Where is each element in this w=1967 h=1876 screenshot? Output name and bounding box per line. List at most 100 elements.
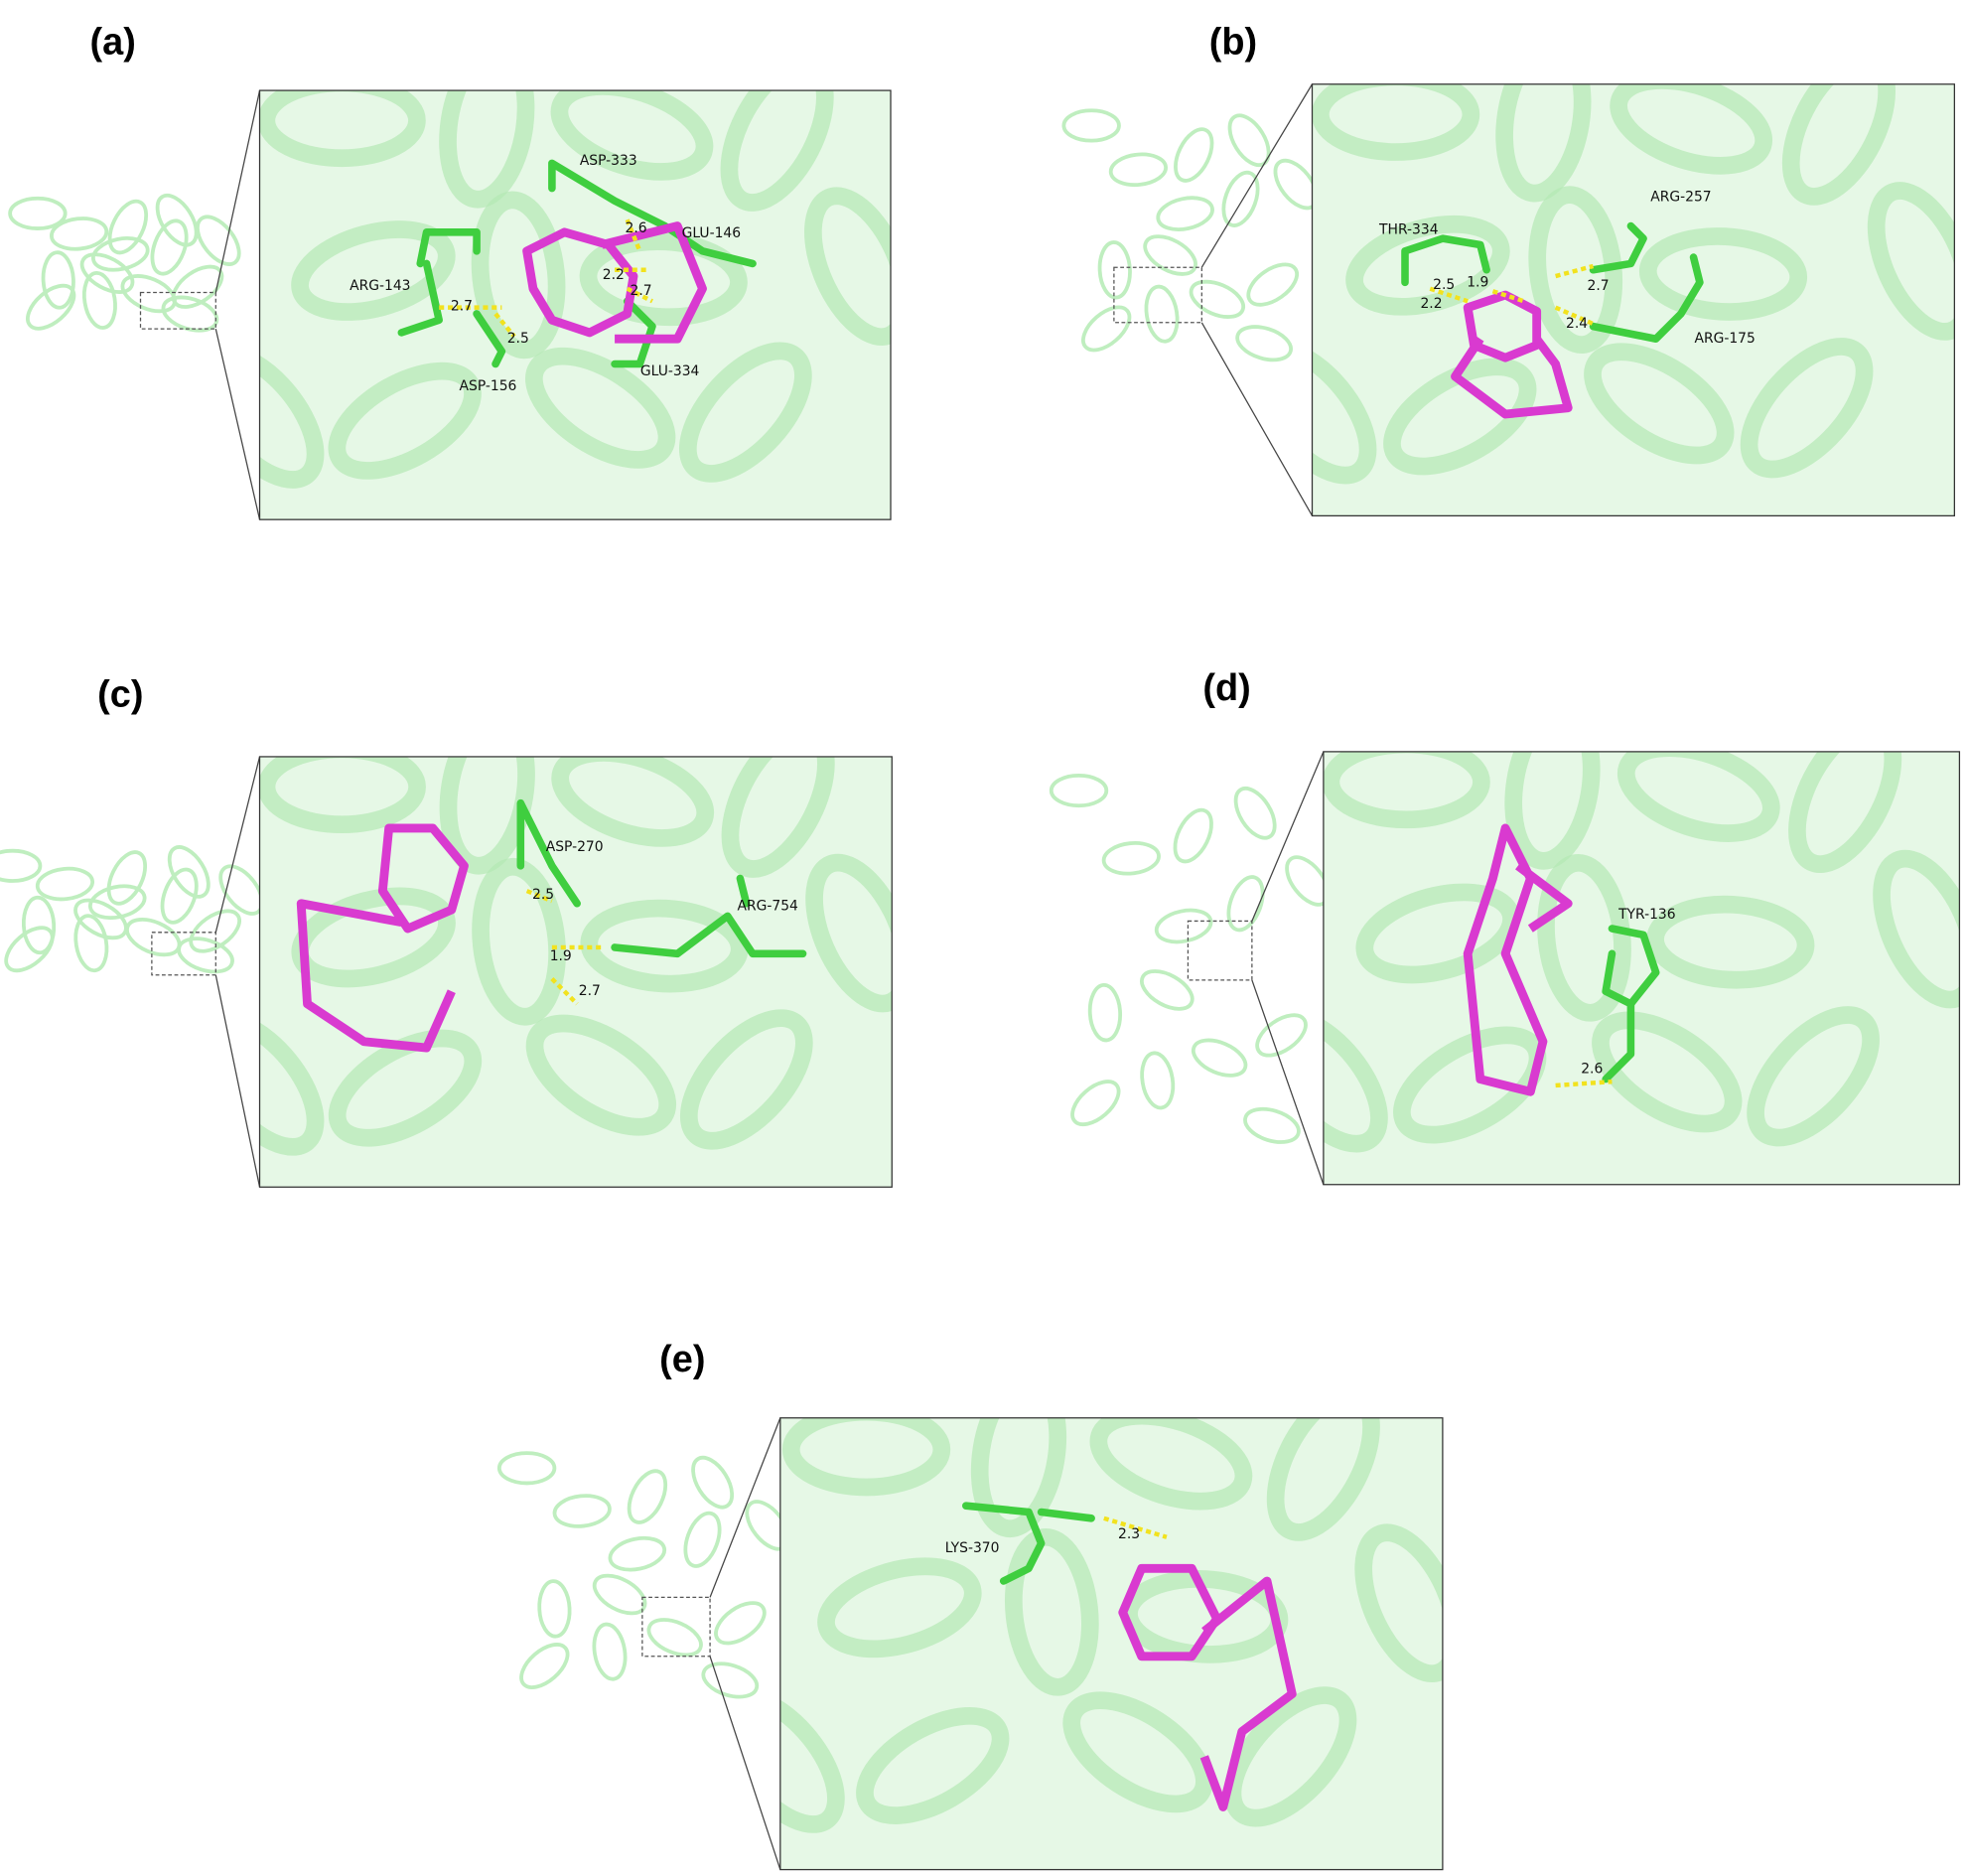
protein-overview [1154,908,1213,944]
residue-stick [548,159,757,268]
residue-stick [611,297,656,368]
protein-cartoon [720,90,834,212]
residue-stick [1401,234,1490,287]
protein-overview [41,250,75,310]
protein-cartoon [328,361,482,480]
protein-overview [1235,325,1293,362]
panel-label: (b) [1209,21,1257,63]
hydrogen-bond [1103,1515,1168,1539]
protein-cartoon [805,853,893,1013]
hydrogen-bond [525,889,553,904]
protein-overview [1140,969,1194,1011]
zoom-frame [258,89,892,520]
distance-label: 2.7 [1588,278,1610,294]
protein-cartoon [721,756,835,878]
protein-cartoon [259,1011,325,1156]
panel: (a) ASP-333 GLU-146 ARG-143 ASP-156 GLU-334 2.… [8,21,892,520]
panel-label: (d) [1202,667,1250,709]
ligand-stick [1118,1563,1221,1661]
protein-overview [1191,1038,1248,1078]
zoom-region [1113,266,1202,324]
protein-overview [1097,240,1132,300]
hydrogen-bond [493,312,516,339]
distance-label: 1.9 [1467,274,1488,290]
zoom-connector [1251,979,1325,1185]
residue-stick [1037,1508,1095,1522]
protein-cartoon [1062,1691,1213,1813]
protein-overview [125,918,182,957]
protein-cartoon [259,756,426,834]
residue-label: LYS-370 [945,1540,1000,1556]
zoom-region [151,932,216,976]
ligand-stick [601,221,707,344]
protein-cartoon [1354,1523,1443,1683]
zoom-connector [214,328,261,520]
protein-overview [26,283,76,331]
residue-label: ASP-156 [460,378,517,394]
protein-cartoon [1345,215,1510,316]
protein-overview [691,1455,735,1510]
protein-overview [73,898,128,940]
distance-label: 2.3 [1118,1526,1140,1542]
zoom-view [1323,751,1960,1185]
protein-overview [50,216,109,251]
protein-overview [4,926,55,973]
protein-cartoon [579,232,748,327]
protein-cartoon [1504,751,1601,870]
residue-stick [516,798,581,908]
protein-overview [189,909,241,953]
protein-overview [106,850,148,906]
zoom-region [139,291,216,330]
zoom-frame [1323,751,1961,1186]
protein-cartoon [525,1014,677,1136]
protein-cartoon [1788,751,1902,874]
residue-label: THR-334 [1378,221,1439,237]
protein-cartoon [1592,1011,1743,1133]
protein-cartoon [1383,358,1537,476]
panel-label: (a) [90,21,136,63]
panel: (d) TYR-136 2.6 [1049,667,1961,1186]
protein-overview [0,848,43,883]
protein-overview [1140,1051,1176,1110]
protein-overview [1173,807,1213,864]
hydrogen-bond [1555,263,1595,279]
hydrogen-bond [1429,286,1469,304]
residue-stick [611,912,807,958]
residue-stick [1602,925,1660,1008]
panel: (b) THR-334 ARG-257 ARG-175 2.5 1.9 2.2 2.7 2.4 [1061,21,1955,516]
protein-overview [1255,1013,1308,1058]
residue-label: GLU-146 [682,225,741,241]
protein-cartoon [259,345,325,489]
distance-label: 2.5 [532,887,554,903]
protein-overview [1246,262,1299,307]
zoom-view [259,756,893,1188]
protein-overview [1143,234,1197,276]
protein-cartoon [1312,340,1377,485]
protein-cartoon [291,220,456,321]
zoom-connector [214,89,261,293]
protein-overview [1070,1080,1121,1127]
protein-cartoon [1584,343,1735,465]
distance-label: 2.2 [1420,296,1442,312]
panel: (c) ASP-270 ARG-754 2.5 1.9 2.7 [0,673,893,1188]
residue-label: ASP-270 [546,839,604,855]
protein-cartoon [1646,895,1815,989]
zoom-frame [1311,83,1955,516]
protein-overview [21,895,57,955]
hydrogen-bond [626,286,653,304]
zoom-connector [709,1656,781,1870]
zoom-connector [1251,751,1325,922]
protein-overview [496,1451,557,1486]
protein-cartoon [580,899,749,993]
zoom-view [259,90,892,520]
ligand-stick [1451,336,1573,419]
distance-label: 2.6 [626,220,647,236]
protein-overview [161,295,219,333]
protein-overview [73,914,109,973]
protein-overview [107,199,149,255]
residue-stick [962,1502,1046,1585]
protein-cartoon [817,1557,982,1659]
zoom-region [1187,920,1253,981]
distance-label: 2.7 [631,283,652,299]
